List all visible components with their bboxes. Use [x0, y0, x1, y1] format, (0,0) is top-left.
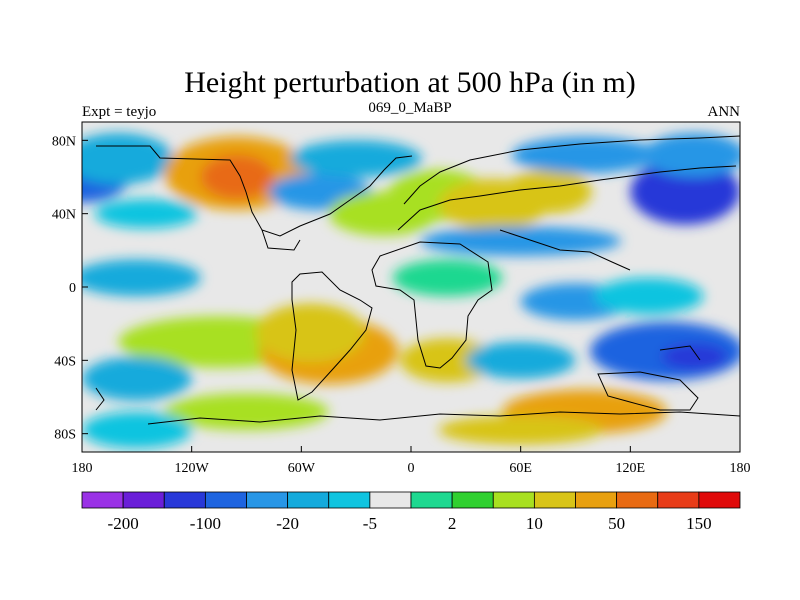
- season-label: ANN: [708, 104, 741, 120]
- x-tick-label: 180: [72, 461, 93, 476]
- x-tick-label: 120E: [616, 461, 646, 476]
- experiment-label: Expt = teyjo: [82, 104, 156, 120]
- colorbar: -200 -100 -20 -5 2 10 50 150: [81, 491, 741, 533]
- x-tick-label: 120W: [175, 461, 210, 476]
- anomaly-region: [200, 155, 274, 199]
- anomaly-region: [438, 415, 603, 445]
- colorbar-swatch: [287, 491, 330, 509]
- x-tick-label: 60W: [288, 461, 316, 476]
- colorbar-swatch: [246, 491, 289, 509]
- anomaly-region: [400, 338, 496, 383]
- colorbar-label: 10: [526, 514, 543, 533]
- y-tick-label: 40S: [54, 354, 76, 369]
- anomaly-region: [465, 342, 576, 379]
- colorbar-label: 150: [686, 514, 712, 533]
- x-tick-label: 180: [730, 461, 751, 476]
- anomaly-region: [504, 169, 592, 214]
- x-tick-label: 0: [408, 461, 415, 476]
- x-axis: 180 120W 60W 0 60E 120E 180: [72, 446, 751, 476]
- anomaly-region: [255, 303, 366, 363]
- period-label: 069_0_MaBP: [368, 100, 451, 116]
- y-tick-label: 80N: [52, 134, 76, 149]
- anomaly-region: [82, 411, 192, 449]
- anomaly-region: [82, 259, 201, 297]
- anomaly-region: [392, 259, 503, 297]
- colorbar-swatch: [492, 491, 535, 509]
- colorbar-label: -200: [108, 514, 139, 533]
- anomaly-region: [164, 393, 329, 430]
- colorbar-swatch: [616, 491, 659, 509]
- x-tick-label: 60E: [509, 461, 532, 476]
- y-axis: 80N 40N 0 40S 80S: [52, 134, 88, 443]
- map-field: [82, 122, 740, 452]
- colorbar-swatch: [698, 491, 741, 509]
- anomaly-region: [593, 277, 704, 315]
- colorbar-swatch: [575, 491, 618, 509]
- anomaly-region: [94, 199, 198, 229]
- anomaly-region: [82, 133, 174, 185]
- colorbar-label: -5: [363, 514, 377, 533]
- anomaly-region: [511, 136, 658, 174]
- colorbar-swatch: [533, 491, 576, 509]
- anomaly-region: [420, 226, 622, 256]
- chart-title: Height perturbation at 500 hPa (in m): [184, 66, 636, 99]
- y-tick-label: 0: [69, 281, 76, 296]
- y-tick-label: 80S: [54, 428, 76, 443]
- colorbar-swatch: [81, 491, 124, 509]
- colorbar-swatch: [657, 491, 700, 509]
- colorbar-label: 2: [448, 514, 457, 533]
- colorbar-swatch: [328, 491, 371, 509]
- colorbar-swatch: [204, 491, 247, 509]
- anomaly-region: [643, 133, 740, 177]
- anomaly-region: [82, 356, 192, 401]
- colorbar-label: -20: [276, 514, 299, 533]
- colorbar-label: -100: [190, 514, 221, 533]
- colorbar-swatch: [122, 491, 165, 509]
- coastlines: [95, 135, 740, 425]
- anomaly-region: [290, 140, 422, 178]
- colorbar-swatch: [451, 491, 494, 509]
- colorbar-swatch: [163, 491, 206, 509]
- colorbar-swatch: [410, 491, 453, 509]
- anomaly-region: [661, 343, 728, 370]
- y-tick-label: 40N: [52, 208, 76, 223]
- colorbar-label: 50: [608, 514, 625, 533]
- colorbar-swatch: [369, 491, 412, 509]
